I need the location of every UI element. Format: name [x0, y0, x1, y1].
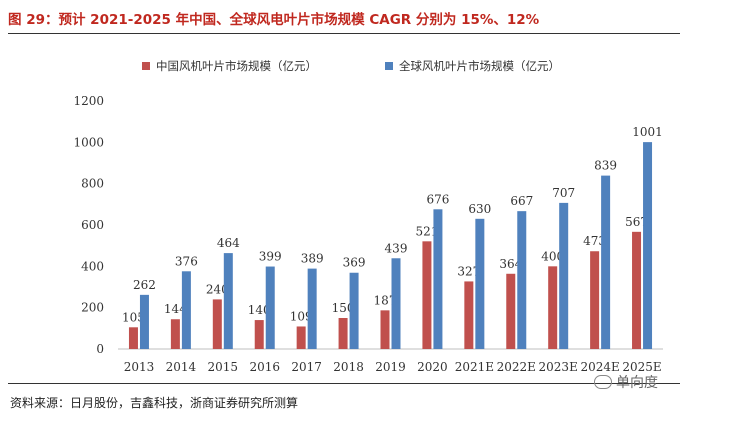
y-tick-label: 800 — [81, 177, 104, 191]
data-label-china: 327 — [457, 264, 480, 278]
bar-global — [391, 258, 401, 349]
bar-global — [265, 266, 275, 349]
data-label-china: 105 — [122, 310, 145, 324]
x-tick-label: 2017 — [291, 360, 322, 374]
data-label-china: 109 — [290, 309, 313, 323]
footer-divider — [8, 383, 680, 384]
title-divider — [8, 33, 680, 34]
data-label-global: 439 — [385, 241, 408, 255]
bar-china — [212, 299, 222, 349]
data-label-china: 240 — [206, 282, 229, 296]
data-label-global: 839 — [594, 159, 617, 173]
bar-china — [254, 320, 264, 349]
y-tick-label: 0 — [96, 342, 104, 356]
bar-china — [506, 273, 516, 349]
data-label-china: 144 — [164, 302, 187, 316]
x-tick-label: 2022E — [497, 360, 536, 374]
bar-global — [643, 142, 653, 349]
data-label-global: 667 — [510, 194, 533, 208]
data-label-china: 150 — [332, 301, 355, 315]
legend-swatch-global — [385, 62, 393, 70]
bar-china — [296, 326, 306, 349]
source-note: 资料来源：日月股份，吉鑫科技，浙商证券研究所测算 — [10, 396, 299, 410]
bar-global — [223, 253, 233, 349]
x-tick-label: 2020 — [417, 360, 448, 374]
bar-china — [590, 251, 600, 349]
data-label-china: 400 — [541, 249, 564, 263]
x-tick-label: 2021E — [455, 360, 494, 374]
data-label-global: 389 — [301, 252, 324, 266]
legend-label-global: 全球风机叶片市场规模（亿元） — [399, 59, 560, 73]
x-tick-label: 2025E — [622, 360, 661, 374]
watermark: 单向度 — [594, 372, 658, 392]
chat-bubble-icon — [594, 375, 612, 389]
y-tick-label: 200 — [81, 301, 104, 315]
legend-item-china: 中国风机叶片市场规模（亿元） — [142, 58, 317, 74]
data-label-global: 369 — [343, 256, 366, 270]
legend-swatch-china — [142, 62, 150, 70]
legend-item-global: 全球风机叶片市场规模（亿元） — [385, 58, 560, 74]
data-label-global: 262 — [133, 278, 156, 292]
bar-china — [338, 318, 348, 349]
data-label-china: 473 — [583, 234, 606, 248]
bar-global — [139, 294, 149, 349]
bar-china — [170, 319, 180, 349]
bar-china — [128, 327, 138, 349]
data-label-global: 676 — [426, 192, 449, 206]
watermark-text: 单向度 — [616, 375, 658, 391]
data-label-global: 399 — [259, 250, 282, 264]
bar-global — [349, 272, 359, 349]
legend-label-china: 中国风机叶片市场规模（亿元） — [156, 59, 317, 73]
data-label-china: 567 — [625, 215, 648, 229]
data-label-china: 364 — [499, 257, 522, 271]
data-label-global: 1001 — [632, 125, 663, 139]
figure-title: 图 29：预计 2021-2025 年中国、全球风电叶片市场规模 CAGR 分别… — [8, 12, 540, 28]
bar-china — [422, 241, 432, 349]
data-label-global: 376 — [175, 254, 198, 268]
data-label-global: 707 — [552, 186, 575, 200]
bar-china — [464, 281, 474, 349]
bar-global — [517, 211, 527, 349]
bar-china — [632, 231, 642, 349]
x-tick-label: 2013 — [124, 360, 155, 374]
y-tick-label: 1000 — [73, 135, 104, 149]
bar-global — [559, 202, 569, 349]
x-tick-label: 2016 — [249, 360, 280, 374]
bar-global — [601, 175, 611, 349]
y-tick-label: 600 — [81, 218, 104, 232]
data-label-global: 630 — [468, 202, 491, 216]
x-tick-label: 2024E — [580, 360, 619, 374]
x-tick-label: 2014 — [166, 360, 197, 374]
bar-global — [307, 268, 317, 349]
bar-global — [475, 218, 485, 349]
bar-global — [181, 271, 191, 349]
x-tick-label: 2023E — [539, 360, 578, 374]
data-label-china: 140 — [248, 303, 271, 317]
bar-global — [433, 209, 443, 349]
bar-chart: 0 200 400 600 800 1000 1200 105 262 2013 144 376 201… — [73, 94, 663, 374]
x-tick-label: 2015 — [208, 360, 239, 374]
x-tick-label: 2019 — [375, 360, 406, 374]
y-tick-label: 1200 — [73, 94, 104, 108]
data-label-global: 464 — [217, 236, 240, 250]
bar-china — [380, 310, 390, 349]
y-tick-label: 400 — [81, 259, 104, 273]
bar-china — [548, 266, 558, 349]
data-label-china: 521 — [415, 224, 438, 238]
x-tick-label: 2018 — [333, 360, 364, 374]
data-label-china: 187 — [374, 293, 397, 307]
